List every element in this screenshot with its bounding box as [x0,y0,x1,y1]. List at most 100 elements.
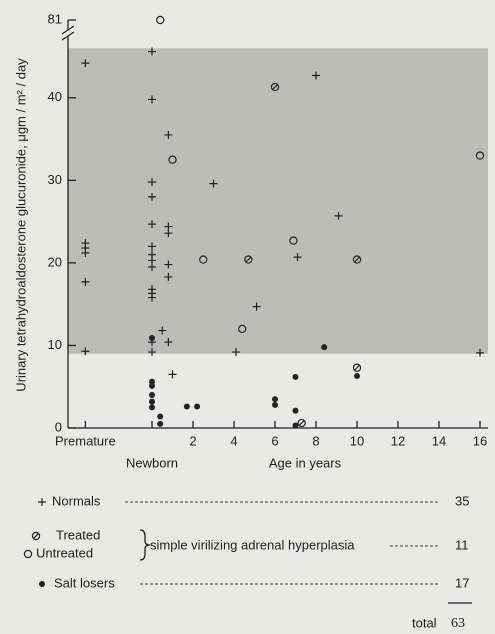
data-point [312,71,320,80]
dot-marker [149,335,155,342]
data-point [289,236,298,245]
dot-marker [272,401,278,408]
dot-marker [149,391,155,398]
data-point [81,347,90,356]
x-tick-label: 16 [473,433,487,448]
y-tick-label: 0 [55,419,62,434]
plus-marker [164,260,173,269]
data-point [352,255,362,264]
dot-marker [272,396,278,403]
plus-marker [232,348,241,357]
legend-count: 17 [455,575,469,590]
data-point [149,382,155,389]
x-tick-label: Newborn [126,455,178,470]
plus-marker [252,302,261,311]
data-point [148,177,156,186]
legend-label: Normals [52,493,101,508]
plus-marker [148,220,156,229]
x-tick-label: 4 [230,433,237,448]
slash [33,533,39,539]
plus-marker [148,47,156,56]
plus-marker [81,347,90,356]
legend-marker [39,581,45,587]
legend-count: 35 [455,493,469,508]
data-point [164,338,173,347]
data-point [81,277,90,286]
plus-marker [148,348,156,357]
axis-break [61,25,75,41]
data-point [237,324,247,334]
data-point [164,272,173,281]
data-point [476,348,484,357]
plus-marker [164,130,173,139]
plus-marker [164,229,173,238]
data-point [475,151,485,160]
y-tick-label: 20 [48,254,62,269]
plus-marker [38,498,46,506]
data-point [292,407,299,414]
y-tick-label: 40 [48,89,62,104]
data-point [194,403,201,410]
plus-marker [81,59,90,68]
plus-marker [334,211,343,220]
data-point [148,348,156,357]
legend-label: Salt losers [54,575,115,590]
x-axis-label: Age in years [269,455,342,470]
slash [272,84,278,90]
plus-marker [148,293,156,302]
data-point [148,242,156,251]
y-tick-label: 30 [48,172,62,187]
legend-marker [38,498,46,506]
circle-marker [237,324,247,334]
data-point [81,59,90,68]
plus-marker [148,263,156,272]
plus-marker [476,348,484,357]
data-point [297,418,306,428]
slash [354,364,360,371]
circle-marker [168,155,177,164]
data-point [148,263,156,272]
data-point [209,179,218,188]
legend-marker [31,531,41,541]
plus-marker [148,95,156,104]
dot-marker [292,407,299,414]
dot-marker [39,581,45,587]
dot-marker [149,398,155,405]
data-point [148,192,156,201]
circle-marker [352,255,362,264]
slash [298,420,305,426]
data-point [168,370,177,379]
data-point [149,398,155,405]
data-point [321,344,328,351]
slash [354,256,360,263]
data-point [158,326,167,335]
data-point [199,255,208,264]
plus-marker [293,253,302,262]
dot-marker [354,372,360,379]
x-tick-label: 8 [312,433,319,448]
data-point [354,372,360,379]
dot-marker [157,420,164,427]
data-point [148,95,156,104]
data-point [149,335,155,342]
dot-marker [183,403,190,410]
shaded-range [68,48,488,354]
circle-marker [352,363,362,372]
data-point [272,401,278,408]
data-point [292,373,299,380]
plus-marker [209,179,218,188]
data-point [81,248,90,257]
plus-marker [148,192,156,201]
plus-marker [148,177,156,186]
x-tick-label: 6 [271,433,278,448]
plus-marker [164,272,173,281]
total-label: total [412,615,437,630]
circle-marker [155,15,165,25]
circle-marker [31,531,41,541]
data-point [164,229,173,238]
data-point [270,82,280,92]
legend-label: simple virilizing adrenal hyperplasia [150,537,355,552]
data-point [272,396,278,403]
data-point [293,253,302,262]
data-point [148,293,156,302]
